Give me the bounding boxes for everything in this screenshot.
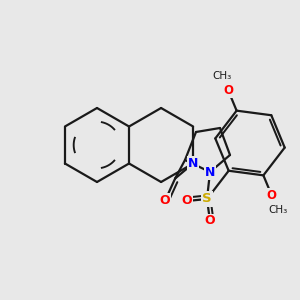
- Text: N: N: [205, 166, 215, 178]
- Text: CH₃: CH₃: [268, 206, 287, 215]
- Text: O: O: [160, 194, 170, 207]
- Text: S: S: [202, 193, 212, 206]
- Text: O: O: [267, 189, 277, 202]
- Text: O: O: [223, 84, 233, 97]
- Text: O: O: [182, 194, 192, 208]
- Text: N: N: [188, 157, 198, 170]
- Text: O: O: [205, 214, 215, 227]
- Text: CH₃: CH₃: [212, 70, 232, 80]
